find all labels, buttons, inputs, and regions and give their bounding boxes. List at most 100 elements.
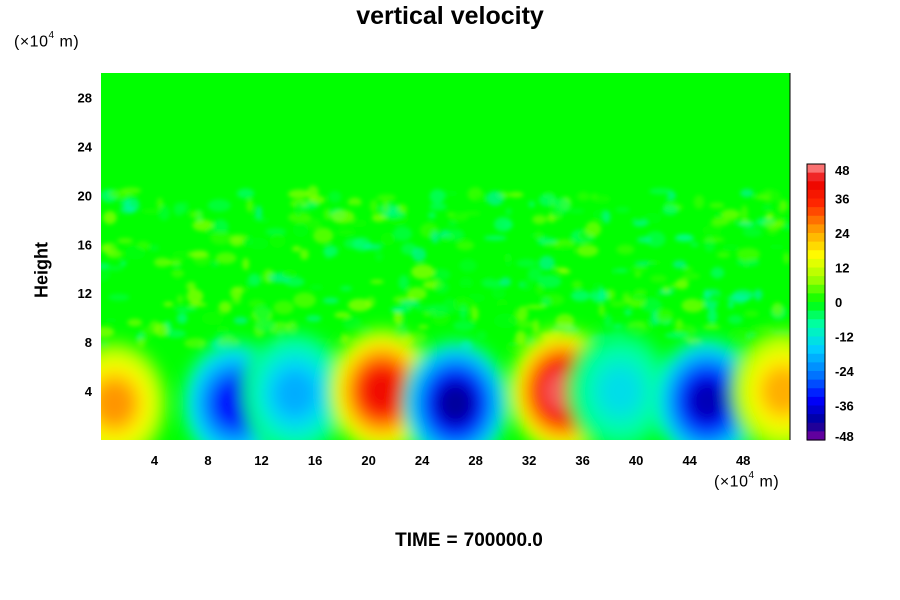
- turbulence-blob: [447, 221, 458, 227]
- turbulence-blob: [431, 268, 451, 281]
- turbulence-blob: [423, 312, 430, 317]
- turbulence-blob: [600, 267, 614, 278]
- colorbar-band: [807, 198, 825, 208]
- colorbar-band: [807, 164, 825, 174]
- turbulence-blob: [645, 259, 663, 266]
- turbulence-blob: [662, 204, 679, 216]
- velocity-contour: [101, 383, 132, 423]
- turbulence-blob: [125, 245, 146, 260]
- turbulence-blob: [101, 267, 110, 282]
- x-tick-label: 36: [575, 453, 589, 468]
- turbulence-blob: [703, 325, 721, 330]
- velocity-cells: [101, 325, 790, 440]
- turbulence-blob: [613, 268, 629, 273]
- x-unit-suffix: m): [759, 473, 780, 491]
- turbulence-blob: [740, 250, 748, 263]
- turbulence-blob: [253, 305, 271, 321]
- turbulence-blob: [649, 187, 673, 195]
- turbulence-blob: [188, 302, 208, 307]
- turbulence-blob: [702, 225, 722, 236]
- velocity-contour: [437, 383, 474, 423]
- turbulence-blob: [236, 188, 255, 199]
- turbulence-blob: [538, 255, 555, 271]
- turbulence-blob: [429, 189, 445, 204]
- turbulence-blob: [528, 200, 536, 208]
- turbulence-blob: [459, 277, 473, 289]
- colorbar-band: [807, 431, 825, 441]
- turbulence-blob: [184, 337, 208, 349]
- turbulence-blob: [149, 297, 157, 312]
- turbulence-blob: [709, 202, 725, 209]
- turbulence-blob: [293, 201, 303, 218]
- turbulence-blob: [287, 212, 312, 223]
- turbulence-blob: [727, 301, 735, 309]
- turbulence-blob: [254, 319, 276, 332]
- colorbar-band: [807, 293, 825, 303]
- turbulence-blob: [442, 298, 458, 315]
- colorbar-band: [807, 215, 825, 225]
- turbulence-blob: [631, 266, 648, 272]
- turbulence-blob: [248, 237, 269, 250]
- turbulence-blob: [171, 250, 192, 260]
- turbulence-blob: [771, 302, 784, 316]
- turbulence-blob: [493, 313, 518, 329]
- velocity-contour: [602, 371, 638, 411]
- y-tick-label: 12: [78, 286, 92, 301]
- turbulence-blob: [337, 330, 344, 342]
- turbulence-blob: [376, 194, 397, 202]
- turbulence-blob: [516, 320, 536, 328]
- turbulence-blob: [598, 304, 606, 317]
- velocity-contour: [277, 373, 313, 414]
- colorbar-tick-label: 48: [835, 163, 849, 178]
- turbulence-blob: [349, 202, 360, 207]
- turbulence-blob: [508, 191, 524, 198]
- turbulence-blob: [629, 215, 637, 220]
- turbulence-blob: [736, 221, 756, 228]
- y-tick-label: 24: [78, 139, 93, 154]
- turbulence-blob: [615, 206, 630, 213]
- colorbar-band: [807, 362, 825, 372]
- velocity-cell: [564, 325, 677, 440]
- colorbar-band: [807, 250, 825, 260]
- time-label: TIME: [395, 530, 441, 551]
- turbulence-blob: [672, 260, 687, 269]
- turbulence-blob: [690, 242, 699, 248]
- turbulence-blob: [462, 211, 482, 216]
- turbulence-blob: [530, 232, 547, 240]
- velocity-cell: [239, 327, 351, 440]
- turbulence-blob: [393, 226, 412, 242]
- turbulence-blob: [655, 308, 674, 323]
- x-tick-label: 4: [151, 453, 159, 468]
- turbulence-blob: [634, 271, 642, 278]
- turbulence-blob: [483, 235, 507, 241]
- turbulence-blob: [709, 291, 723, 303]
- turbulence-blob: [591, 282, 602, 295]
- colorbar: [806, 163, 826, 441]
- turbulence-blob: [637, 236, 652, 244]
- turbulence-blob: [214, 332, 234, 337]
- turbulence-blob: [120, 260, 127, 266]
- turbulence-blob: [766, 225, 779, 234]
- colorbar-band: [807, 284, 825, 294]
- colorbar-band: [807, 396, 825, 407]
- turbulence-blob: [753, 194, 770, 200]
- turbulence-blob: [273, 300, 295, 315]
- turbulence-blob: [727, 314, 743, 325]
- velocity-cell: [727, 325, 790, 440]
- turbulence-blob: [702, 237, 725, 242]
- turbulence-blob: [576, 244, 599, 257]
- turbulence-blob: [369, 199, 378, 213]
- turbulence-blob: [609, 300, 627, 307]
- turbulence-blob: [555, 243, 575, 256]
- turbulence-blob: [186, 289, 204, 304]
- turbulence-blob: [340, 285, 352, 292]
- turbulence-blob: [108, 293, 130, 301]
- turbulence-blob: [398, 275, 410, 291]
- turbulence-blob: [662, 285, 670, 294]
- turbulence-blob: [352, 272, 361, 278]
- turbulence-blob: [382, 199, 389, 214]
- turbulence-blob: [322, 297, 339, 304]
- turbulence-blob: [207, 199, 231, 212]
- turbulence-blob: [640, 298, 663, 313]
- turbulence-blob: [707, 308, 718, 324]
